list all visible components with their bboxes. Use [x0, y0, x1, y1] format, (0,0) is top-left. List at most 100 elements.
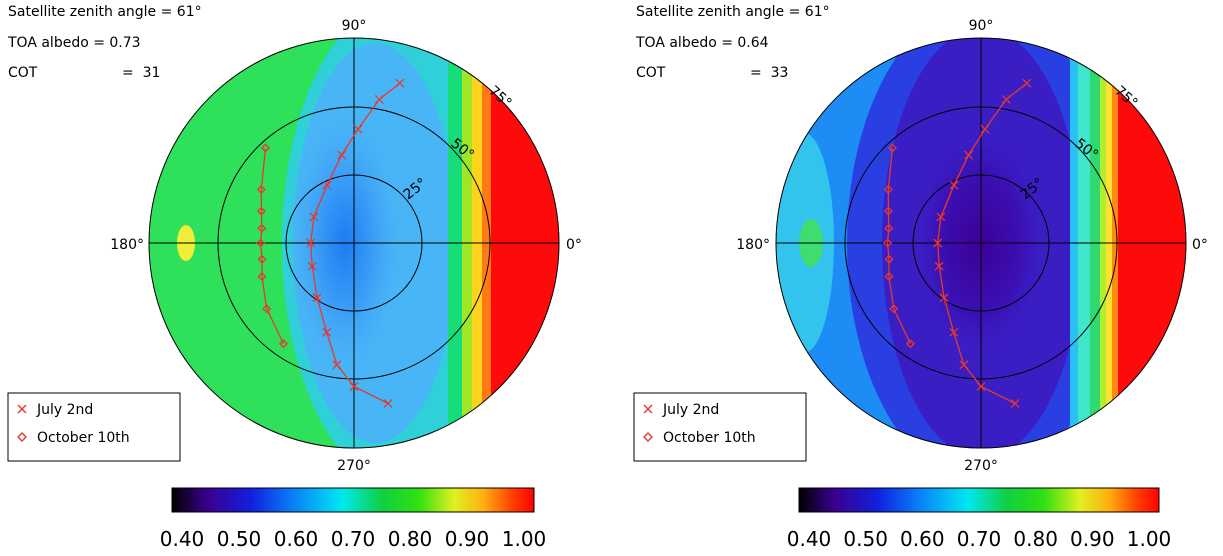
data-point-july-2nd-11	[976, 382, 986, 391]
annotation-cot-label: COT	[636, 65, 666, 81]
data-point-july-2nd-4	[322, 180, 332, 190]
polar-chart-svg-left: 90° 180° 270° 0° 25° 50° 75° Satellite z…	[7, 4, 582, 551]
annotation-albedo: TOA albedo = 0.73	[7, 35, 141, 51]
data-point-october-10th-6	[884, 271, 894, 282]
series-line-october-10th	[259, 147, 285, 345]
data-point-october-10th-1	[256, 184, 266, 194]
colorbar-right: 0.40 0.50 0.60 0.70 0.80 0.90 1.00	[787, 487, 1172, 551]
polar-chart-right: 90° 180° 270° 0° 25° 50° 75° Satellite z…	[612, 0, 1223, 552]
series-layer-right	[883, 78, 1032, 408]
direction-label-90: 90°	[969, 18, 994, 34]
polar-grid-right	[775, 37, 1187, 449]
annotation-cot-value: = 33	[750, 65, 788, 81]
data-point-october-10th-8	[905, 339, 915, 349]
data-point-october-10th-4	[883, 238, 893, 248]
data-point-july-2nd-2	[980, 124, 990, 134]
polar-grid-left	[148, 37, 560, 449]
annotation-cot-value: = 31	[122, 65, 160, 81]
annotation-zenith: Satellite zenith angle = 61°	[8, 4, 202, 20]
data-point-july-2nd-1	[1001, 94, 1011, 104]
polar-chart-svg-right: 90° 180° 270° 0° 25° 50° 75° Satellite z…	[633, 4, 1208, 551]
annotation-right: Satellite zenith angle = 61° TOA albedo …	[635, 4, 830, 81]
data-point-july-2nd-12	[383, 398, 393, 408]
data-point-july-2nd-9	[949, 327, 959, 337]
data-point-july-2nd-10	[332, 360, 342, 370]
colorbar-tick-label: 0.80	[1013, 527, 1058, 551]
colorbar-tick-label: 0.60	[274, 527, 319, 551]
data-point-july-2nd-7	[934, 261, 944, 271]
colorbar-tick-label: 0.40	[787, 527, 832, 551]
data-point-july-2nd-5	[936, 212, 946, 222]
data-point-october-10th-0	[260, 143, 270, 153]
legend-label-july: July 2nd	[662, 402, 719, 418]
colorbar-tick-label: 0.50	[843, 527, 888, 551]
data-point-july-2nd-3	[337, 150, 347, 160]
direction-label-270: 270°	[337, 458, 371, 474]
data-point-july-2nd-8	[939, 293, 949, 303]
annotation-left: Satellite zenith angle = 61° TOA albedo …	[7, 4, 202, 81]
data-point-july-2nd-6	[306, 238, 316, 248]
legend-label-october: October 10th	[37, 430, 130, 446]
colorbar-tick-label: 0.50	[217, 527, 262, 551]
colorbar-ticks-right: 0.40 0.50 0.60 0.70 0.80 0.90 1.00	[787, 527, 1172, 551]
data-point-october-10th-2	[883, 206, 893, 216]
colorbar-tick-label: 0.60	[900, 527, 945, 551]
colorbar-ticks-left: 0.40 0.50 0.60 0.70 0.80 0.90 1.00	[160, 527, 547, 551]
colorbar-tick-label: 0.70	[957, 527, 1002, 551]
series-line-october-10th	[886, 147, 912, 345]
data-point-october-10th-2	[256, 206, 266, 216]
data-point-october-10th-3	[257, 223, 267, 233]
data-point-july-2nd-4	[949, 180, 959, 190]
legend-right: July 2nd October 10th	[633, 392, 807, 462]
legend-left: July 2nd October 10th	[7, 392, 181, 462]
data-point-october-10th-4	[256, 238, 266, 248]
series-layer-left	[256, 78, 405, 408]
colorbar-tick-label: 1.00	[502, 527, 547, 551]
data-point-july-2nd-9	[322, 327, 332, 337]
data-point-october-10th-7	[262, 304, 272, 314]
direction-label-270: 270°	[964, 458, 998, 474]
direction-label-90: 90°	[342, 18, 367, 34]
data-point-october-10th-1	[883, 184, 893, 194]
data-point-july-2nd-0	[1022, 78, 1032, 88]
data-point-october-10th-0	[887, 143, 897, 153]
colorbar-tick-label: 1.00	[1127, 527, 1172, 551]
colorbar-tick-label: 0.90	[445, 527, 490, 551]
direction-label-0: 0°	[566, 237, 582, 253]
data-point-october-10th-5	[257, 254, 267, 264]
colorbar-tick-label: 0.70	[331, 527, 376, 551]
data-point-july-2nd-7	[307, 261, 317, 271]
annotation-cot-label: COT	[8, 65, 38, 81]
data-point-july-2nd-3	[964, 150, 974, 160]
direction-label-180: 180°	[736, 237, 770, 253]
legend-x-marker	[643, 404, 653, 414]
data-point-october-10th-7	[889, 304, 899, 314]
direction-label-180: 180°	[110, 237, 144, 253]
annotation-albedo: TOA albedo = 0.64	[635, 35, 769, 51]
legend-diamond-marker	[643, 432, 653, 442]
legend-label-july: July 2nd	[36, 402, 93, 418]
annotation-zenith: Satellite zenith angle = 61°	[636, 4, 830, 20]
data-point-july-2nd-8	[312, 293, 322, 303]
data-point-july-2nd-10	[959, 360, 969, 370]
data-point-july-2nd-0	[395, 78, 405, 88]
colorbar-tick-label: 0.90	[1070, 527, 1115, 551]
legend-diamond-marker	[17, 432, 27, 442]
data-point-july-2nd-1	[374, 94, 384, 104]
data-point-october-10th-5	[884, 254, 894, 264]
polar-chart-left: 90° 180° 270° 0° 25° 50° 75° Satellite z…	[0, 0, 612, 552]
colorbar-tick-label: 0.40	[160, 527, 205, 551]
data-point-october-10th-8	[278, 339, 288, 349]
colorbar-tick-label: 0.80	[388, 527, 433, 551]
data-point-july-2nd-12	[1010, 398, 1020, 408]
data-point-july-2nd-5	[309, 212, 319, 222]
legend-x-marker	[17, 404, 27, 414]
legend-label-october: October 10th	[663, 430, 756, 446]
data-point-july-2nd-6	[933, 238, 943, 248]
data-point-july-2nd-11	[349, 382, 359, 391]
data-point-october-10th-3	[884, 223, 894, 233]
data-point-october-10th-6	[257, 271, 267, 282]
direction-label-0: 0°	[1192, 237, 1208, 253]
data-point-july-2nd-2	[353, 124, 363, 134]
colorbar-left: 0.40 0.50 0.60 0.70 0.80 0.90 1.00	[160, 487, 547, 551]
